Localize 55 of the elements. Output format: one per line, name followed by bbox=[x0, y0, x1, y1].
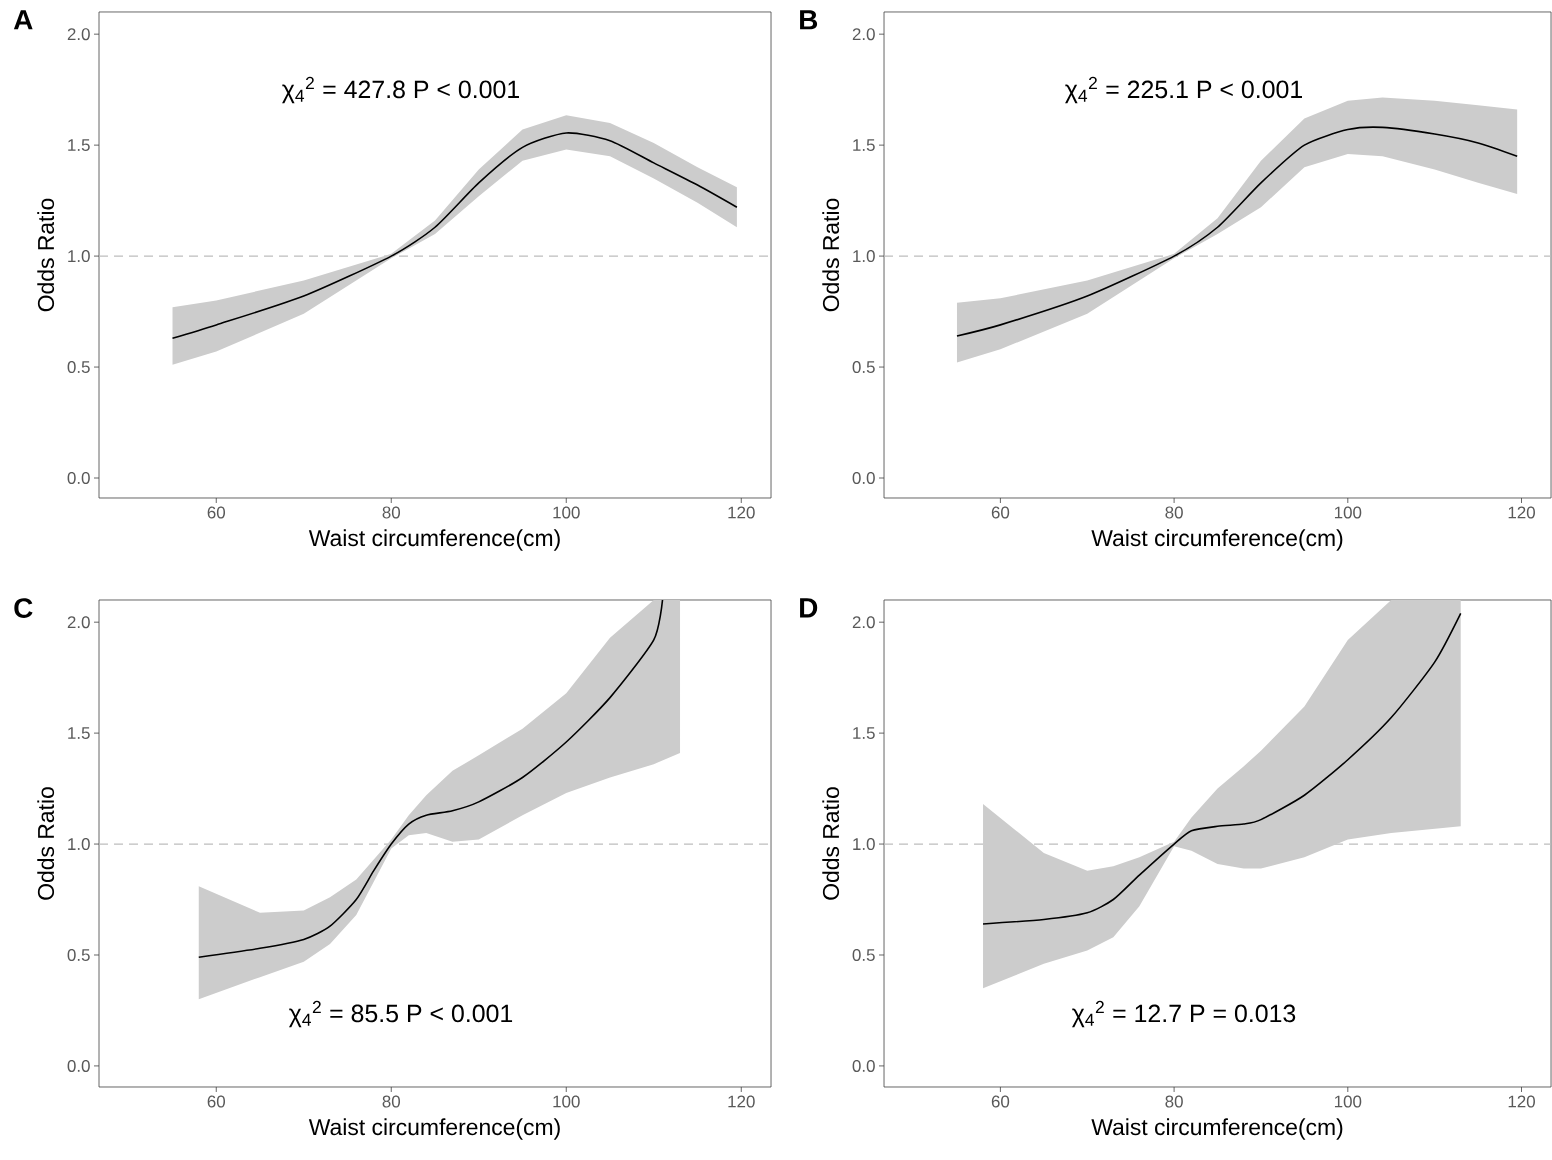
line-series bbox=[982, 612, 1462, 925]
chart-title: A bbox=[13, 10, 33, 30]
y-tick-label: 1.0 bbox=[853, 250, 875, 263]
y-tick-label: 2.0 bbox=[67, 28, 90, 41]
y-axis-title: Odds Ratio bbox=[37, 198, 55, 312]
x-tick-label: 120 bbox=[728, 1095, 755, 1108]
y-tick-label: 2.0 bbox=[852, 616, 875, 629]
y-tick-label: 2.0 bbox=[852, 28, 875, 41]
y-tick-label: 1.0 bbox=[853, 838, 875, 851]
y-tick-label: 0.0 bbox=[852, 472, 875, 485]
line-series bbox=[956, 126, 1518, 337]
y-tick-label: 0.5 bbox=[67, 361, 90, 374]
y-tick-label: 2.0 bbox=[67, 616, 90, 629]
y-tick-label: 1.0 bbox=[68, 838, 90, 851]
y-tick-label: 0.0 bbox=[67, 1059, 90, 1072]
y-axis-title: Odds Ratio bbox=[822, 787, 840, 900]
annotation: χ$_{4}$$^{2}$ = 225.1 P < 0.001 bbox=[1065, 76, 1302, 104]
y-tick-label: 0.0 bbox=[852, 1059, 875, 1072]
x-tick-label: 80 bbox=[382, 506, 401, 519]
x-tick-label: 80 bbox=[1165, 506, 1183, 519]
y-axis-title: Odds Ratio bbox=[822, 198, 840, 312]
annotation: χ$_{4}$$^{2}$ = 427.8 P < 0.001 bbox=[282, 76, 519, 104]
y-tick-label: 1.0 bbox=[68, 250, 90, 263]
y-tick-label: 0.0 bbox=[67, 472, 90, 485]
x-tick-label: 60 bbox=[991, 506, 1010, 519]
x-axis-title: Waist circumference(cm) bbox=[308, 529, 560, 551]
chart-title: C bbox=[14, 598, 33, 618]
y-axis-title: Odds Ratio bbox=[37, 787, 55, 900]
line-series bbox=[171, 132, 738, 339]
x-tick-label: 60 bbox=[991, 1095, 1010, 1108]
chart-title: B bbox=[800, 10, 818, 30]
y-tick-label: 0.5 bbox=[852, 948, 875, 961]
x-axis-title: Waist circumference(cm) bbox=[1091, 529, 1343, 551]
x-axis-title: Waist circumference(cm) bbox=[1091, 1118, 1343, 1140]
x-tick-label: 60 bbox=[207, 1095, 226, 1108]
x-axis-title: Waist circumference(cm) bbox=[308, 1118, 560, 1140]
x-tick-label: 100 bbox=[1334, 1095, 1362, 1108]
x-tick-label: 100 bbox=[1334, 506, 1362, 519]
x-tick-label: 60 bbox=[207, 506, 226, 519]
y-tick-label: 0.5 bbox=[67, 948, 90, 961]
annotation: χ$_{4}$$^{2}$ = 85.5 P < 0.001 bbox=[288, 1000, 513, 1028]
x-tick-label: 120 bbox=[1508, 1095, 1535, 1108]
y-tick-label: 0.5 bbox=[852, 361, 875, 374]
y-tick-label: 1.5 bbox=[68, 727, 90, 740]
y-tick-label: 1.5 bbox=[68, 139, 90, 152]
y-tick-label: 1.5 bbox=[853, 139, 875, 152]
x-tick-label: 100 bbox=[553, 506, 580, 519]
x-tick-label: 100 bbox=[553, 1095, 580, 1108]
y-tick-label: 1.5 bbox=[853, 727, 875, 740]
annotation: χ$_{4}$$^{2}$ = 12.7 P = 0.013 bbox=[1071, 1000, 1296, 1028]
x-tick-label: 120 bbox=[728, 506, 755, 519]
x-tick-label: 80 bbox=[1165, 1095, 1183, 1108]
x-tick-label: 120 bbox=[1508, 506, 1535, 519]
chart-title: D bbox=[800, 598, 818, 618]
x-tick-label: 80 bbox=[382, 1095, 401, 1108]
